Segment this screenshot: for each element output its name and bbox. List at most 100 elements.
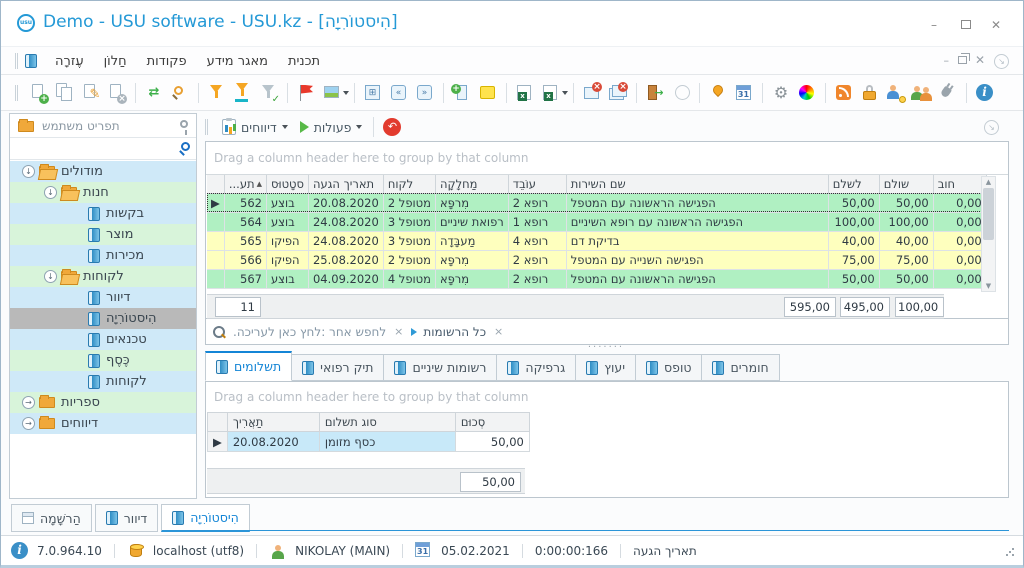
filter-customize-icon[interactable]	[232, 82, 254, 104]
menu-database[interactable]: מאגר מידע	[199, 51, 276, 72]
filter-search-icon[interactable]	[211, 324, 227, 340]
tree-item-mailing[interactable]: דיוור	[10, 287, 196, 308]
column-to-pay[interactable]: לשלם	[828, 175, 879, 193]
location-pin-icon[interactable]	[707, 82, 729, 104]
expand-icon[interactable]: →	[22, 396, 35, 409]
menubar-more-button[interactable]: ↘	[994, 54, 1009, 69]
tree-item-history[interactable]: הִיסטוֹרִיָה	[10, 308, 196, 329]
sidebar-search-icon[interactable]	[181, 142, 190, 151]
column-arrival-date[interactable]: תאריך הגעה	[308, 175, 383, 193]
window-tab-mailing[interactable]: דיוור	[95, 504, 159, 532]
window-tab-history[interactable]: הִיסטוֹרִיָה	[161, 504, 250, 532]
collapse-icon[interactable]: ↓	[44, 270, 57, 283]
column-id[interactable]: תע...▲	[224, 175, 266, 193]
tab-consultation[interactable]: יעוץ	[576, 354, 636, 381]
column-status[interactable]: סטָטוּס	[266, 175, 308, 193]
clear-search-icon[interactable]: ×	[392, 325, 405, 338]
column-paid[interactable]: שולם	[879, 175, 933, 193]
tree-item-clients[interactable]: לקוחות	[10, 371, 196, 392]
menu-commands[interactable]: פקודות	[139, 51, 195, 72]
rss-feed-icon[interactable]	[833, 82, 855, 104]
settings-gear-icon[interactable]: ⚙	[770, 82, 792, 104]
reports-button[interactable]: דיווחים	[216, 117, 294, 137]
filter-dropdown-icon[interactable]	[411, 328, 417, 336]
mdi-minimize-button[interactable]: –	[944, 55, 950, 66]
tree-item-requests[interactable]: בקשות	[10, 203, 196, 224]
scrollbar-thumb[interactable]	[983, 188, 994, 240]
minimize-button[interactable]: –	[931, 19, 937, 31]
table-row[interactable]: ▶ 562 בוצע 20.08.2020 מטופל 2 מִרפָּא רו…	[207, 193, 986, 212]
mdi-restore-button[interactable]	[958, 55, 967, 66]
group-by-panel[interactable]: Drag a column header here to group by th…	[206, 142, 1008, 175]
menu-help[interactable]: עֶזרָה	[47, 51, 92, 72]
tree-item-money[interactable]: כֶּסֶף	[10, 350, 196, 371]
filter-icon[interactable]	[206, 82, 228, 104]
table-row[interactable]: 565 הפיקו 24.08.2020 מטופל 3 מַעבָּדָה ר…	[207, 231, 986, 250]
pin-icon[interactable]	[180, 120, 188, 128]
theme-colors-icon[interactable]	[796, 82, 818, 104]
insert-column-icon[interactable]: ⊞	[362, 82, 384, 104]
table-row[interactable]: ▶ 20.08.2020 כסף מזומן 50,00	[208, 432, 530, 452]
actions-button[interactable]: פעולות	[294, 118, 369, 137]
refresh-icon[interactable]: ⇄	[143, 82, 165, 104]
image-menu-icon[interactable]	[321, 82, 343, 104]
info-icon[interactable]: i	[974, 82, 996, 104]
collapse-icon[interactable]: ↓	[44, 186, 57, 199]
tree-item-libraries[interactable]: →ספריות	[10, 392, 196, 413]
actions-toolbar-grip[interactable]	[205, 119, 208, 135]
column-debt[interactable]: חוב	[933, 175, 986, 193]
menu-program[interactable]: תכנית	[280, 51, 328, 72]
toolbar-drag-grip[interactable]	[15, 85, 18, 101]
plugin-icon[interactable]	[937, 82, 959, 104]
sidebar-search-input[interactable]	[14, 140, 172, 157]
search-icon[interactable]	[169, 82, 191, 104]
close-button[interactable]: ✕	[991, 19, 1001, 31]
close-window-icon[interactable]: ×	[581, 82, 603, 104]
tree-item-shop[interactable]: ↓חנות	[10, 182, 196, 203]
tree-item-reports[interactable]: →דיווחים	[10, 413, 196, 434]
clear-filter-icon[interactable]: ×	[492, 325, 505, 338]
tab-materials[interactable]: חומרים	[702, 354, 779, 381]
copy-record-icon[interactable]	[54, 82, 76, 104]
filter-search-hint[interactable]: לחפש אחר :לחץ כאן לעריכה.	[233, 325, 386, 339]
edit-record-icon[interactable]: ✎	[80, 82, 102, 104]
tab-dental-records[interactable]: רשומות שיניים	[384, 354, 497, 381]
collapse-icon[interactable]: ↓	[22, 165, 35, 178]
column-customer[interactable]: לקוח	[383, 175, 435, 193]
lock-icon[interactable]	[859, 82, 881, 104]
window-tab-registration[interactable]: הַרשָׁמָה	[11, 504, 92, 532]
column-payment-type[interactable]: סוג תשלום	[319, 413, 455, 432]
tree-item-product[interactable]: מוצר	[10, 224, 196, 245]
tree-item-technicians[interactable]: טכנאים	[10, 329, 196, 350]
tree-item-sales[interactable]: מכירות	[10, 245, 196, 266]
column-date[interactable]: תַאֲרִיך	[227, 413, 319, 432]
tab-medical-file[interactable]: תיק רפואי	[292, 354, 384, 381]
grid-more-button[interactable]: ↘	[984, 120, 999, 135]
filter-scope-label[interactable]: כל הרשומות	[423, 325, 486, 339]
user-groups-icon[interactable]	[911, 82, 933, 104]
column-service-name[interactable]: שם השירות	[566, 175, 828, 193]
table-row[interactable]: 566 הפיקו 25.08.2020 מטופל 2 מִרפָּא רופ…	[207, 250, 986, 269]
excel-export-icon[interactable]	[540, 82, 562, 104]
tree-item-customers[interactable]: ↓לקוחות	[10, 266, 196, 287]
table-row[interactable]: 564 בוצע 24.08.2020 מטופל 3 רפואת שיניים…	[207, 212, 986, 231]
tab-graphics[interactable]: גרפיקה	[497, 354, 576, 381]
user-payment-icon[interactable]	[885, 82, 907, 104]
column-amount[interactable]: סְכוּם	[455, 413, 529, 432]
resize-grip[interactable]	[1005, 547, 1015, 557]
tree-item-modules[interactable]: ↓מודולים	[10, 161, 196, 182]
tab-payments[interactable]: תשלומים	[205, 351, 292, 381]
undo-icon[interactable]: ↶	[383, 118, 401, 136]
calendar-icon[interactable]: 31	[733, 82, 755, 104]
filter-apply-icon[interactable]: ✓	[258, 82, 280, 104]
exit-icon[interactable]: →	[644, 82, 666, 104]
maximize-button[interactable]	[961, 19, 971, 31]
expand-all-icon[interactable]: »	[414, 82, 436, 104]
mdi-close-button[interactable]: ✕	[975, 55, 985, 66]
grid-vertical-scrollbar[interactable]: ▲ ▼	[981, 176, 996, 292]
close-all-windows-icon[interactable]: ×	[607, 82, 629, 104]
flag-icon[interactable]	[295, 82, 317, 104]
new-record-icon[interactable]: +	[28, 82, 50, 104]
column-department[interactable]: מַחלָקָה	[435, 175, 508, 193]
expand-icon[interactable]: →	[22, 417, 35, 430]
